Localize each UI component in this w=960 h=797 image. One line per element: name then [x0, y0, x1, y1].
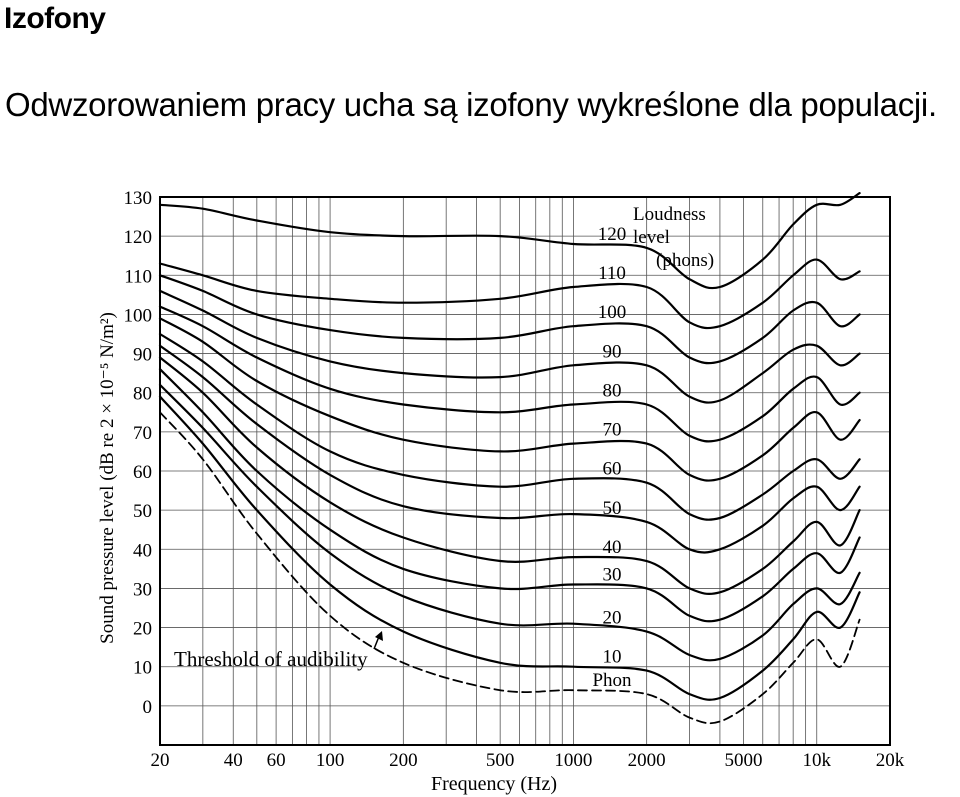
- x-tick-label: 2000: [628, 750, 666, 771]
- y-tick-label: 120: [124, 227, 153, 248]
- curve-40: [158, 356, 861, 595]
- x-tick-label: 10k: [802, 750, 831, 771]
- curve-label-70: 70: [603, 420, 622, 441]
- legend-title-line-1: Loudness: [633, 204, 706, 225]
- curve-120: [158, 192, 861, 290]
- legend-title: Loudness level (phons): [633, 204, 714, 271]
- x-tick-label: 20: [151, 750, 170, 771]
- x-tick-label: 5000: [724, 750, 762, 771]
- curve-50: [158, 344, 861, 554]
- legend-title-line-2: level: [633, 227, 670, 248]
- loudness-curves: [158, 192, 861, 725]
- curve-label-50: 50: [603, 498, 622, 519]
- y-tick-label: 110: [124, 266, 152, 287]
- y-tick-label: 100: [124, 305, 153, 326]
- curve-label-100: 100: [598, 302, 627, 323]
- y-tick-label: 50: [133, 501, 152, 522]
- curve-label-20: 20: [603, 608, 622, 629]
- curve-30: [158, 368, 861, 623]
- y-tick-label: 30: [133, 579, 152, 600]
- x-tick-label: 200: [389, 750, 418, 771]
- y-tick-label: 130: [124, 188, 153, 209]
- x-tick-label: 100: [316, 750, 345, 771]
- y-tick-label: 40: [133, 540, 152, 561]
- x-tick-label: 40: [224, 750, 243, 771]
- plot-frame: [159, 196, 891, 746]
- curve-phon: [159, 411, 861, 725]
- slide-title: Izofony: [4, 2, 106, 35]
- curve-label-120: 120: [598, 224, 627, 245]
- x-tick-label: 20k: [876, 750, 905, 771]
- curve-label-30: 30: [603, 564, 622, 585]
- curve-label-40: 40: [603, 537, 622, 558]
- x-tick-label: 60: [267, 750, 286, 771]
- curve-100: [158, 274, 861, 365]
- y-axis-label: Sound pressure level (dB re 2 × 10⁻⁵ N/m…: [97, 312, 118, 644]
- x-axis-label: Frequency (Hz): [431, 773, 557, 795]
- slide-subtitle: Odwzorowaniem pracy ucha są izofony wykr…: [5, 86, 937, 123]
- curve-60: [158, 332, 861, 521]
- legend-title-line-3: (phons): [656, 250, 714, 271]
- curve-label-60: 60: [603, 459, 622, 480]
- y-tick-label: 70: [133, 423, 152, 444]
- curve-label-10: 10: [603, 647, 622, 668]
- curve-80: [158, 305, 861, 443]
- y-tick-label: 10: [133, 658, 152, 679]
- x-tick-labels: 20 40 60 100 200 500 1000 2000 5000 10k 20k: [151, 750, 905, 771]
- y-tick-label: 90: [133, 345, 152, 366]
- curve-label-90: 90: [603, 341, 622, 362]
- y-tick-label: 0: [143, 697, 153, 718]
- curve-10: [158, 395, 861, 701]
- y-tick-label: 80: [133, 384, 152, 405]
- threshold-of-audibility-label: Threshold of audibility: [174, 647, 368, 671]
- curve-90: [158, 289, 861, 404]
- x-tick-label: 1000: [554, 750, 592, 771]
- curve-label-phon: Phon: [592, 670, 632, 691]
- curve-label-110: 110: [598, 263, 626, 284]
- threshold-arrowhead: [375, 631, 383, 641]
- y-tick-label: 20: [133, 619, 152, 640]
- y-tick-label: 60: [133, 462, 152, 483]
- curve-110: [158, 258, 861, 330]
- x-tick-label: 500: [486, 750, 515, 771]
- curve-20: [158, 383, 861, 662]
- curve-label-80: 80: [603, 381, 622, 402]
- curve-70: [158, 317, 861, 482]
